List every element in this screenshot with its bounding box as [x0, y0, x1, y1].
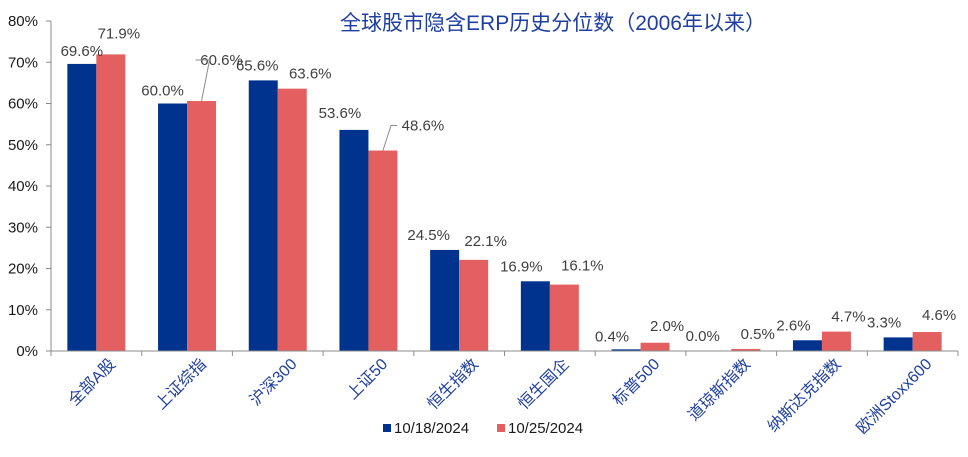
data-label: 71.9% [98, 25, 141, 42]
x-tick-label: 恒生国企 [515, 355, 573, 413]
bar [158, 103, 188, 351]
bar [520, 281, 550, 351]
bars-group [67, 54, 942, 352]
y-tick-label: 80% [8, 13, 38, 30]
bar [912, 332, 942, 351]
data-label: 0.4% [595, 328, 629, 345]
data-label: 24.5% [407, 227, 450, 244]
x-tick-label: 道琼斯指数 [685, 355, 754, 424]
y-tick-label: 0% [16, 343, 38, 360]
data-label: 69.6% [61, 43, 104, 60]
x-tick-label: 沪深300 [246, 355, 300, 409]
bar [339, 129, 369, 351]
bar [96, 54, 126, 351]
data-label: 60.0% [141, 83, 184, 100]
data-label: 22.1% [464, 233, 507, 250]
legend-label: 10/18/2024 [394, 420, 469, 437]
data-label: 16.9% [500, 258, 543, 275]
data-label: 65.6% [236, 57, 279, 74]
bar [459, 259, 489, 351]
x-tick-label: 欧洲Stoxx600 [853, 355, 936, 438]
bar [821, 331, 851, 351]
x-tick-label: 标普500 [609, 355, 663, 409]
bar [187, 101, 217, 352]
legend: 10/18/2024 10/25/2024 [383, 420, 583, 437]
y-tick-label: 30% [8, 219, 38, 236]
bar [792, 340, 822, 351]
data-label: 2.6% [776, 317, 810, 334]
legend-label: 10/25/2024 [508, 420, 583, 437]
chart-title: 全球股市隐含ERP历史分位数（2006年以来） [340, 12, 766, 35]
data-label: 48.6% [402, 118, 445, 135]
data-label: 4.7% [831, 309, 865, 326]
bar [549, 284, 579, 351]
x-tick-label: 恒生指数 [424, 355, 482, 413]
bar [883, 337, 913, 351]
y-axis: 0% 10% 20% 30% 40% 50% 60% 70% 80% [8, 13, 52, 360]
label-leader-line [382, 125, 397, 151]
data-label: 4.6% [922, 307, 956, 324]
bar [611, 349, 641, 351]
data-label: 0.5% [741, 326, 775, 343]
bar [67, 63, 97, 352]
bar [277, 88, 307, 352]
data-label: 60.6% [200, 52, 243, 69]
legend-swatch [497, 424, 505, 432]
data-label: 0.0% [686, 328, 720, 345]
legend-swatch [383, 424, 391, 432]
data-label: 53.6% [319, 105, 362, 122]
bar [248, 80, 278, 352]
bar [430, 249, 460, 351]
x-tick-label: 上证综指 [152, 355, 210, 413]
bar [368, 150, 398, 351]
x-tick-label: 纳斯达克指数 [764, 355, 845, 436]
y-tick-label: 70% [8, 54, 38, 71]
data-label: 63.6% [289, 66, 332, 83]
data-label: 3.3% [867, 314, 901, 331]
x-tick-label: 全部A股 [65, 355, 119, 409]
data-label: 16.1% [561, 258, 604, 275]
bar [640, 342, 670, 351]
y-tick-label: 60% [8, 96, 38, 113]
label-leader-line [195, 59, 211, 102]
x-tick-label: 上证50 [343, 355, 391, 403]
y-tick-label: 20% [8, 261, 38, 278]
y-tick-label: 50% [8, 137, 38, 154]
data-label: 2.0% [650, 318, 684, 335]
bar [731, 348, 761, 351]
y-tick-label: 40% [8, 178, 38, 195]
y-tick-label: 10% [8, 302, 38, 319]
data-labels-group: 69.6%71.9% 60.0% 60.6%65.6% 63.6% 53.6% 48.6%… [61, 25, 957, 345]
